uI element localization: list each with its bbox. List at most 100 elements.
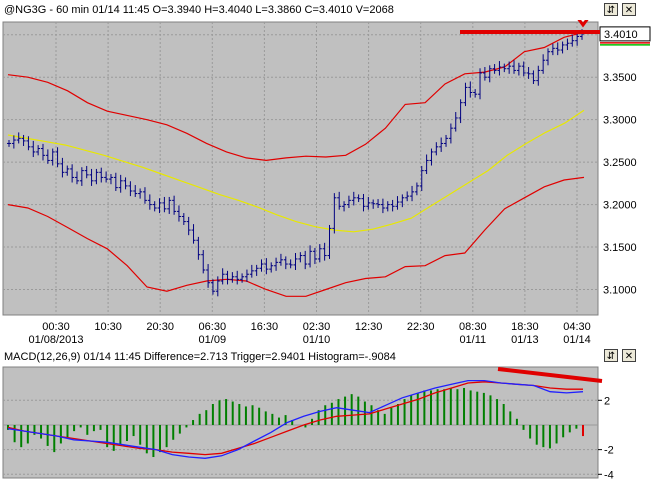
price-bar xyxy=(560,41,565,54)
price-bar xyxy=(60,157,65,178)
price-bar xyxy=(536,65,541,86)
sync-button[interactable]: ⇵ xyxy=(604,3,618,16)
y-tick-label: 3.1000 xyxy=(603,285,637,297)
macd-panel: MACD(12,26,9) 01/14 11:45 Difference=2.7… xyxy=(0,348,658,481)
price-bar xyxy=(133,185,138,197)
price-bar xyxy=(201,250,206,274)
x-tick-date: 01/13 xyxy=(511,334,539,346)
price-bar xyxy=(152,201,157,212)
price-bar xyxy=(31,140,36,158)
price-bar xyxy=(492,64,497,74)
price-bar xyxy=(453,112,458,132)
macd-sync-button[interactable]: ⇵ xyxy=(604,349,618,362)
x-tick-label: 10:30 xyxy=(94,321,122,333)
price-bar xyxy=(123,177,128,190)
price-bar xyxy=(380,198,385,214)
price-bar xyxy=(278,253,283,266)
price-bar xyxy=(575,33,580,46)
price-bar xyxy=(322,242,327,261)
price-bar xyxy=(240,273,245,283)
price-bar xyxy=(99,167,104,183)
price-bar xyxy=(293,253,298,270)
price-bar xyxy=(269,262,274,273)
price-bar xyxy=(366,196,371,210)
x-tick-date: 01/11 xyxy=(459,334,486,346)
price-bar xyxy=(555,42,560,56)
last-price-label: 3.4010 xyxy=(604,29,638,41)
bollinger-upper-line xyxy=(7,31,585,162)
price-bar xyxy=(337,191,342,210)
price-bar xyxy=(419,165,424,192)
price-bar xyxy=(473,89,478,98)
x-tick-label: 16:30 xyxy=(251,321,279,333)
price-bar xyxy=(157,198,162,214)
x-tick-label: 04:30 xyxy=(563,321,591,333)
price-bar xyxy=(36,145,41,156)
price-bar xyxy=(298,252,303,263)
price-bar xyxy=(463,82,468,107)
price-bar xyxy=(21,134,26,146)
price-bar xyxy=(342,201,347,212)
price-bar xyxy=(274,257,279,271)
price-bar xyxy=(346,195,351,208)
price-bar xyxy=(235,270,240,285)
price-bar xyxy=(332,193,337,234)
price-bar xyxy=(191,224,196,244)
price-bar xyxy=(385,201,390,212)
price-bar xyxy=(303,250,308,270)
close-button[interactable]: ✕ xyxy=(622,3,636,16)
price-bar xyxy=(220,268,225,285)
price-bar xyxy=(7,140,11,147)
x-tick-date: 01/08/2013 xyxy=(28,334,83,346)
price-bar xyxy=(108,174,113,185)
macd-chart[interactable]: 2 -2 -4 xyxy=(0,366,658,481)
price-bar xyxy=(565,38,570,51)
price-bar xyxy=(104,171,109,183)
x-tick-label: 08:30 xyxy=(459,321,487,333)
price-bar xyxy=(138,188,143,199)
price-bar xyxy=(142,187,147,204)
price-bar xyxy=(210,279,215,295)
price-bar xyxy=(482,67,487,81)
x-tick-date: 01/10 xyxy=(303,334,331,346)
macd-plot-area xyxy=(2,366,599,479)
macd-close-button[interactable]: ✕ xyxy=(622,349,636,362)
price-bar xyxy=(550,43,555,56)
price-bar xyxy=(181,213,186,225)
moving-average-line xyxy=(7,109,585,233)
price-bar xyxy=(312,247,317,265)
macd-panel-title: MACD(12,26,9) 01/14 11:45 Difference=2.7… xyxy=(4,351,396,363)
price-bar xyxy=(376,199,381,208)
x-tick-label: 06:30 xyxy=(199,321,227,333)
trigger-line xyxy=(7,381,583,456)
y-tick-label: 3.3000 xyxy=(603,115,637,127)
price-bar xyxy=(356,194,361,203)
price-bar xyxy=(458,99,463,124)
price-bar xyxy=(215,276,220,297)
price-bar xyxy=(512,60,517,74)
price-bar xyxy=(186,216,191,236)
price-bar xyxy=(162,196,167,213)
x-tick-label: 22:30 xyxy=(407,321,435,333)
price-bar xyxy=(113,172,118,192)
price-bar xyxy=(254,264,259,276)
price-bar xyxy=(444,134,449,147)
price-bar xyxy=(541,54,546,74)
price-bar xyxy=(16,132,21,144)
price-bar xyxy=(89,168,94,186)
x-tick-label: 02:30 xyxy=(303,321,331,333)
price-bar xyxy=(70,164,75,183)
price-bar xyxy=(206,264,211,288)
price-bar xyxy=(405,191,410,202)
price-bar xyxy=(167,196,172,214)
price-bar xyxy=(502,63,507,73)
price-bar xyxy=(414,182,419,196)
price-bar xyxy=(288,259,293,269)
price-bar xyxy=(400,194,405,208)
price-bar xyxy=(196,236,201,260)
macd-difference-line xyxy=(7,379,584,459)
price-bar xyxy=(516,62,521,76)
x-tick-date: 01/14 xyxy=(563,334,591,346)
x-tick-label: 12:30 xyxy=(355,321,383,333)
